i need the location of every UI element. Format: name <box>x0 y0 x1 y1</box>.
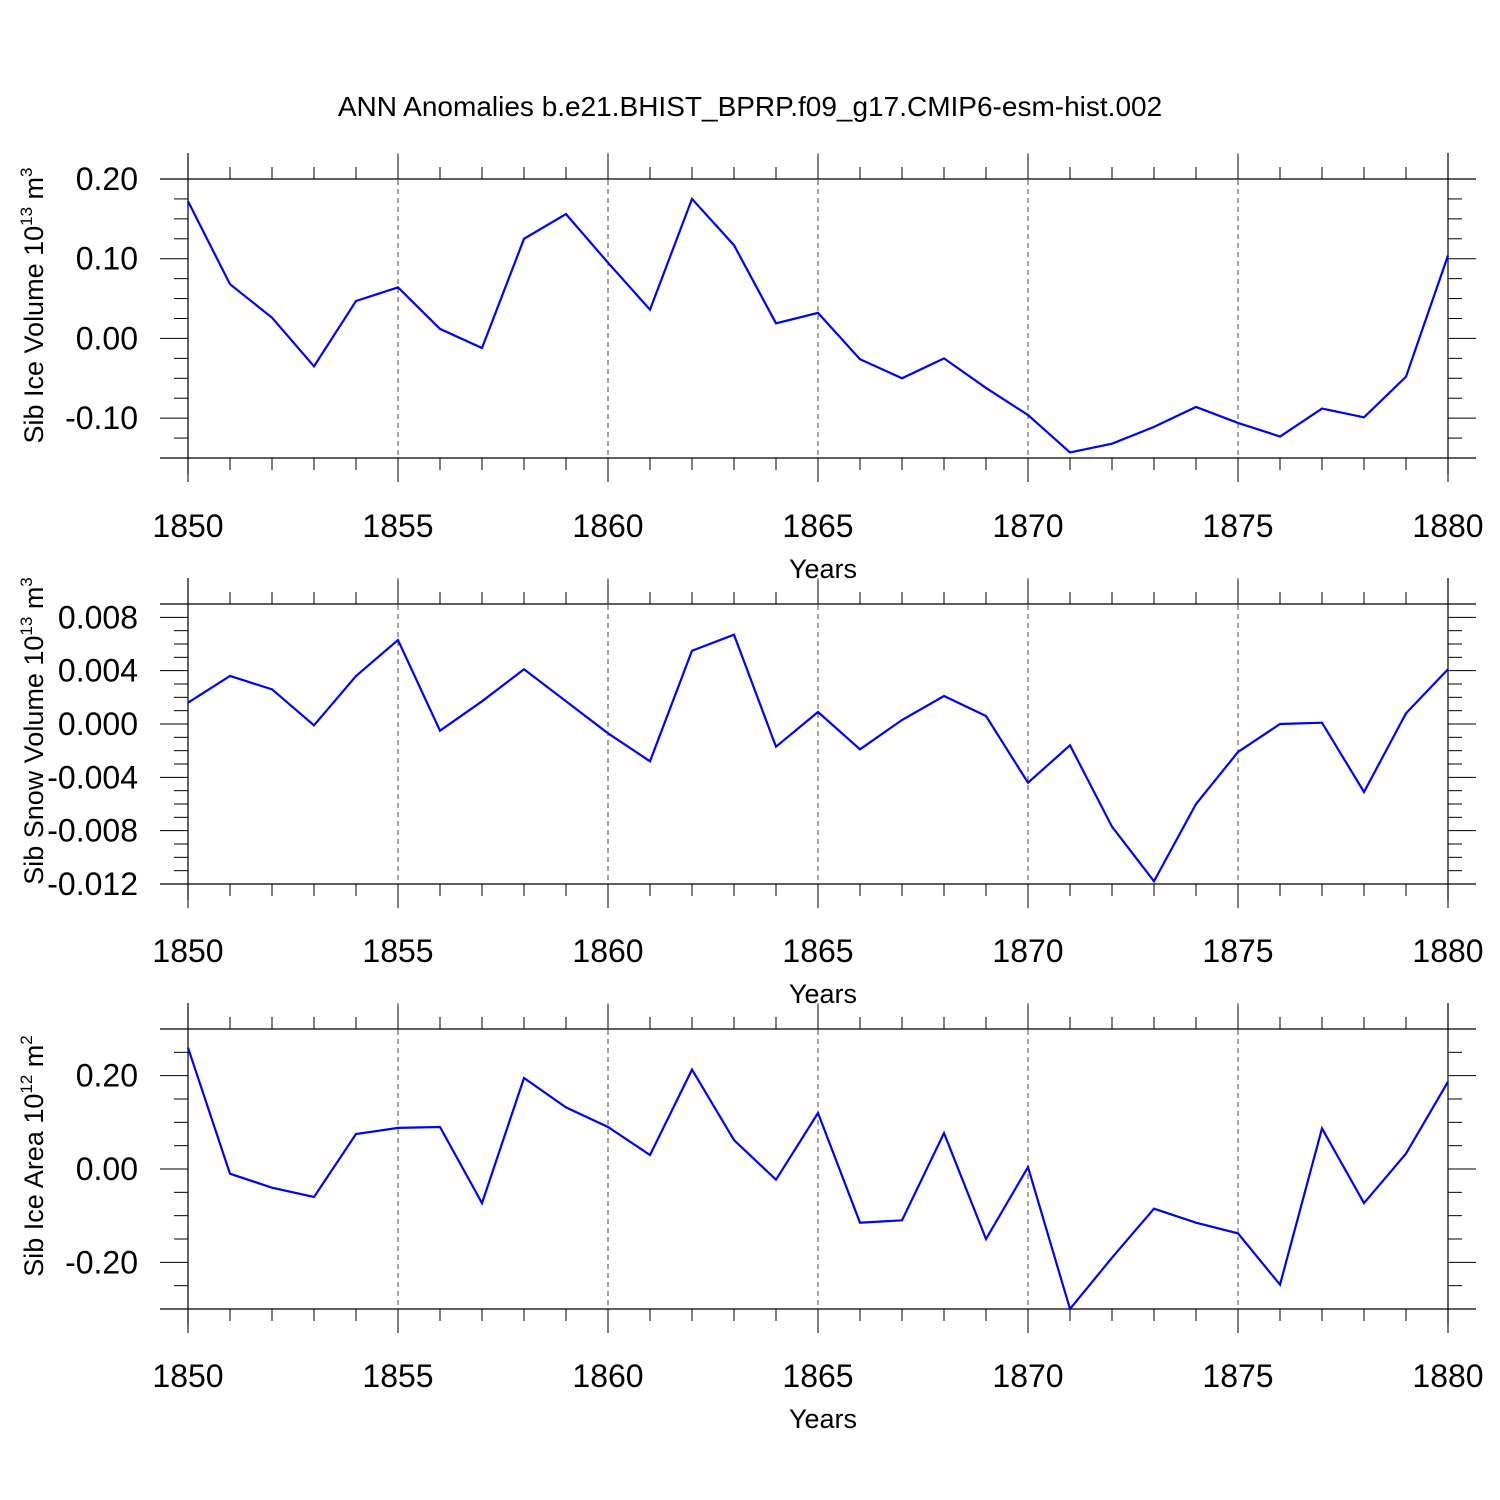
series-line <box>187 196 1450 454</box>
x-tick-label: 1880 <box>1412 508 1483 544</box>
x-axis-label: Years <box>789 554 857 584</box>
x-tick-label: 1855 <box>362 508 433 544</box>
y-tick-label: 0.000 <box>58 706 138 742</box>
y-tick-label: 0.004 <box>58 653 138 689</box>
x-tick-label: 1865 <box>782 1358 853 1394</box>
x-axis-label: Years <box>789 1404 857 1434</box>
y-tick-label: -0.012 <box>47 866 138 902</box>
x-tick-label: 1860 <box>572 933 643 969</box>
x-tick-label: 1855 <box>362 933 433 969</box>
y-axis-label: Sib Ice Area 1012 m2 <box>17 1035 49 1277</box>
chart-panel-1: 1850 1855 1860 1865 1870 1875 1880 Years 0.20 0.1… <box>17 153 1484 584</box>
figure-title: ANN Anomalies b.e21.BHIST_BPRP.f09_g17.C… <box>338 91 1162 122</box>
x-tick-label: 1860 <box>572 508 643 544</box>
y-tick-label: 0.008 <box>58 599 138 635</box>
y-tick-label: 0.20 <box>76 161 138 197</box>
x-tick-label: 1850 <box>152 933 223 969</box>
x-tick-label: 1850 <box>152 508 223 544</box>
x-tick-label: 1865 <box>782 508 853 544</box>
y-tick-label: 0.00 <box>76 1151 138 1187</box>
y-tick-label: -0.20 <box>65 1244 138 1280</box>
y-tick-label: 0.20 <box>76 1058 138 1094</box>
y-tick-label: 0.10 <box>76 241 138 277</box>
y-tick-label: -0.008 <box>47 813 138 849</box>
x-tick-label: 1880 <box>1412 933 1483 969</box>
y-tick-label: -0.10 <box>65 400 138 436</box>
x-tick-label: 1875 <box>1202 1358 1273 1394</box>
y-tick-label: -0.004 <box>47 759 138 795</box>
x-tick-label: 1875 <box>1202 508 1273 544</box>
y-tick-label: 0.00 <box>76 320 138 356</box>
x-axis-label: Years <box>789 979 857 1009</box>
x-tick-label: 1865 <box>782 933 853 969</box>
x-tick-label: 1870 <box>992 508 1063 544</box>
x-tick-label: 1850 <box>152 1358 223 1394</box>
chart-panel-3: 1850 1855 1860 1865 1870 1875 1880 Years 0.20 0.0… <box>17 1003 1484 1434</box>
x-tick-label: 1855 <box>362 1358 433 1394</box>
x-tick-label: 1870 <box>992 933 1063 969</box>
x-tick-label: 1875 <box>1202 933 1273 969</box>
series-line <box>186 1047 1449 1312</box>
x-tick-label: 1860 <box>572 1358 643 1394</box>
y-axis-label: Sib Ice Volume 1013 m3 <box>17 167 49 443</box>
x-tick-label: 1870 <box>992 1358 1063 1394</box>
x-tick-label: 1880 <box>1412 1358 1483 1394</box>
series-line <box>187 633 1449 884</box>
y-axis-label: Sib Snow Volume 1013 m3 <box>17 577 49 885</box>
chart-panel-2: 1850 1855 1860 1865 1870 1875 1880 Years 0.008 0.… <box>17 577 1484 1009</box>
